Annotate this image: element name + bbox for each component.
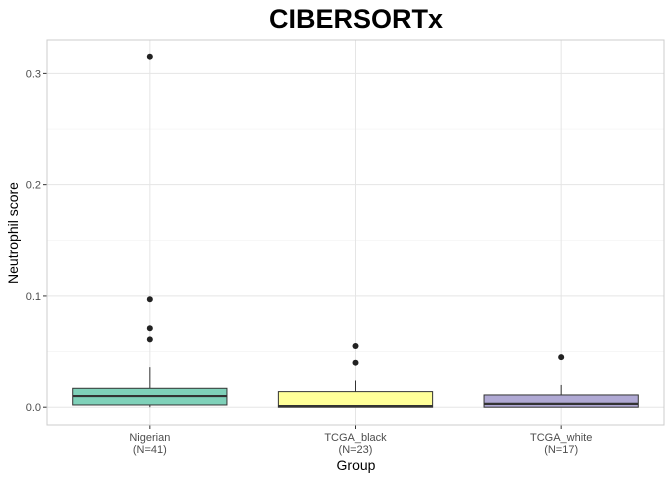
outlier-point: [146, 336, 153, 343]
x-tick-label: TCGA_white: [530, 432, 592, 444]
x-axis-title: Group: [337, 457, 376, 473]
plot-panel: [47, 40, 664, 425]
x-tick-count-label: (N=41): [133, 444, 167, 456]
outlier-point: [146, 53, 153, 60]
box-series: [46, 39, 665, 426]
box-tcga-white: [483, 354, 639, 408]
box-iqr: [483, 394, 639, 408]
panel-border: [46, 39, 665, 426]
chart-title: CIBERSORTx: [269, 4, 443, 34]
x-tick-label: TCGA_black: [324, 432, 387, 444]
y-tick-label: 0.0: [26, 402, 41, 414]
outlier-point: [146, 296, 153, 303]
x-tick-count-label: (N=17): [544, 444, 578, 456]
y-tick-label: 0.2: [26, 180, 41, 192]
y-axis-title: Neutrophil score: [5, 182, 21, 284]
outlier-point: [352, 359, 359, 366]
y-axis: 0.0 0.1 0.2 0.3: [26, 68, 47, 414]
x-tick-count-label: (N=23): [339, 444, 373, 456]
x-axis: Nigerian(N=41) TCGA_black(N=23) TCGA_white…: [129, 425, 592, 456]
box-tcga-black: [277, 342, 434, 408]
outlier-point: [352, 342, 359, 349]
box-iqr: [277, 391, 434, 408]
outlier-point: [146, 325, 153, 332]
box-nigerian: [72, 53, 228, 408]
outlier-point: [558, 354, 565, 361]
y-tick-label: 0.3: [26, 68, 41, 80]
x-tick-label: Nigerian: [129, 432, 170, 444]
y-tick-label: 0.1: [26, 291, 41, 303]
